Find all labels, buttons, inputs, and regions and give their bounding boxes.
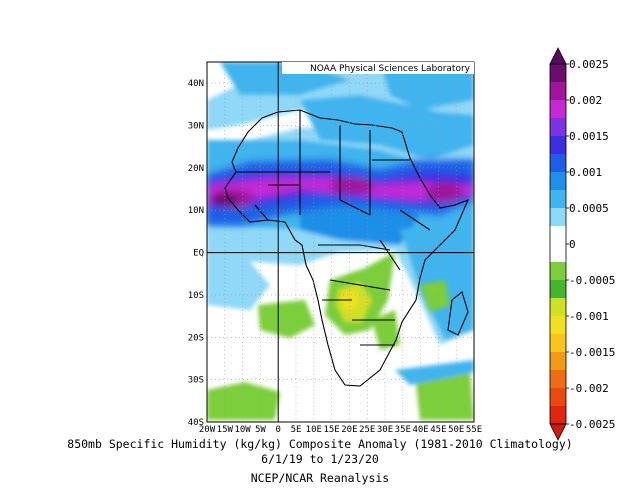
colorbar: 0.0025 0.002 0.0015 0.001 0.0005 0 -0.0005 -0.0… bbox=[549, 47, 615, 441]
longitude-tick-label: 10E bbox=[306, 425, 322, 435]
longitude-tick-label: 15E bbox=[323, 425, 339, 435]
colorbar-swatch bbox=[550, 190, 566, 209]
longitude-tick-label: 20W bbox=[199, 425, 216, 435]
longitude-tick-label: 25E bbox=[359, 425, 375, 435]
colorbar-tick-label: -0.001 bbox=[569, 310, 609, 323]
colorbar-tick-label: -0.0025 bbox=[569, 418, 615, 431]
latitude-tick-label: 10N bbox=[188, 206, 204, 216]
colorbar-swatch bbox=[550, 154, 566, 173]
colorbar-swatch bbox=[550, 64, 566, 83]
caption-dataset: NCEP/NCAR Reanalysis bbox=[250, 471, 390, 485]
gridlines bbox=[207, 62, 474, 422]
colorbar-tick-label: 0.0005 bbox=[569, 202, 609, 215]
colorbar-swatch bbox=[550, 298, 566, 317]
longitude-tick-label: 45E bbox=[430, 425, 446, 435]
longitude-tick-label: 15W bbox=[217, 425, 234, 435]
colorbar-swatch bbox=[550, 118, 566, 137]
longitude-tick-label: 40E bbox=[412, 425, 428, 435]
latitude-tick-label: EQ bbox=[193, 249, 204, 259]
colorbar-swatch bbox=[550, 82, 566, 101]
colorbar-swatch bbox=[550, 406, 566, 425]
longitude-tick-label: 30E bbox=[377, 425, 393, 435]
colorbar-swatch bbox=[550, 100, 566, 119]
colorbar-swatch bbox=[550, 334, 566, 353]
longitude-labels: 20W 15W 10W 5W 0 5E 10E 15E 20E 25E 30E 35E 40E 45E 50… bbox=[199, 425, 482, 435]
colorbar-tick-label: -0.002 bbox=[569, 382, 609, 395]
latitude-tick-label: 20S bbox=[188, 333, 204, 343]
colorbar-tick-label: -0.0005 bbox=[569, 274, 615, 287]
colorbar-tick-label: 0.002 bbox=[569, 94, 602, 107]
latitude-labels: 40N 30N 20N 10N EQ 10S 20S 30S 40S bbox=[188, 79, 204, 428]
longitude-tick-label: 20E bbox=[341, 425, 357, 435]
credit-text: NOAA Physical Sciences Laboratory bbox=[310, 64, 471, 74]
latitude-tick-label: 20N bbox=[188, 164, 204, 174]
longitude-tick-label: 5E bbox=[291, 425, 302, 435]
map-panel: NOAA Physical Sciences Laboratory 40N 30N… bbox=[188, 61, 482, 435]
latitude-tick-label: 40N bbox=[188, 79, 204, 89]
colorbar-swatch bbox=[550, 280, 566, 299]
colorbar-swatch bbox=[550, 136, 566, 155]
colorbar-labels: 0.0025 0.002 0.0015 0.001 0.0005 0 -0.0005 -0.0… bbox=[566, 58, 615, 431]
longitude-tick-label: 0 bbox=[275, 425, 280, 435]
colorbar-swatch bbox=[550, 370, 566, 389]
latitude-tick-label: 30S bbox=[188, 376, 204, 386]
latitude-tick-label: 30N bbox=[188, 122, 204, 132]
longitude-tick-label: 55E bbox=[466, 425, 482, 435]
colorbar-tick-label: 0.0025 bbox=[569, 58, 609, 71]
colorbar-arrow-top bbox=[549, 47, 567, 65]
colorbar-swatch bbox=[550, 352, 566, 371]
colorbar-tick-label: 0 bbox=[569, 238, 576, 251]
colorbar-swatch bbox=[550, 262, 566, 281]
coastlines bbox=[224, 109, 470, 387]
latitude-tick-label: 40S bbox=[188, 418, 204, 428]
colorbar-swatch bbox=[550, 226, 566, 245]
colorbar-swatch bbox=[550, 316, 566, 335]
colorbar-tick-label: -0.0015 bbox=[569, 346, 615, 359]
colorbar-swatch bbox=[550, 244, 566, 263]
anomaly-field bbox=[207, 62, 474, 422]
colorbar-tick-label: 0.0015 bbox=[569, 130, 609, 143]
colorbar-swatch bbox=[550, 208, 566, 227]
caption-date-range: 6/1/19 to 1/23/20 bbox=[261, 452, 379, 466]
latitude-tick-label: 10S bbox=[188, 291, 204, 301]
colorbar-swatch bbox=[550, 388, 566, 407]
caption-title: 850mb Specific Humidity (kg/kg) Composit… bbox=[67, 437, 573, 451]
credit-box bbox=[282, 62, 474, 74]
colorbar-tick-label: 0.001 bbox=[569, 166, 602, 179]
longitude-tick-label: 10W bbox=[234, 425, 251, 435]
longitude-tick-label: 50E bbox=[448, 425, 464, 435]
colorbar-swatch bbox=[550, 172, 566, 191]
colorbar-swatches bbox=[550, 64, 566, 425]
longitude-tick-label: 35E bbox=[395, 425, 411, 435]
longitude-tick-label: 5W bbox=[255, 425, 266, 435]
